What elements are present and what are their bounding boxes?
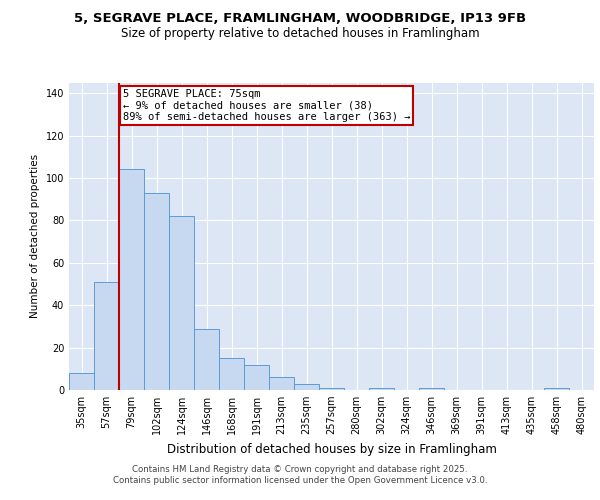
Bar bbox=[144, 193, 169, 390]
Bar bbox=[119, 170, 144, 390]
Y-axis label: Number of detached properties: Number of detached properties bbox=[30, 154, 40, 318]
Bar bbox=[269, 378, 294, 390]
Bar bbox=[219, 358, 244, 390]
Text: Size of property relative to detached houses in Framlingham: Size of property relative to detached ho… bbox=[121, 28, 479, 40]
Bar bbox=[94, 282, 119, 390]
Bar bbox=[194, 328, 219, 390]
Bar bbox=[419, 388, 444, 390]
Bar bbox=[244, 364, 269, 390]
Bar bbox=[69, 373, 94, 390]
Bar bbox=[319, 388, 344, 390]
Text: 5, SEGRAVE PLACE, FRAMLINGHAM, WOODBRIDGE, IP13 9FB: 5, SEGRAVE PLACE, FRAMLINGHAM, WOODBRIDG… bbox=[74, 12, 526, 26]
Text: Contains HM Land Registry data © Crown copyright and database right 2025.: Contains HM Land Registry data © Crown c… bbox=[132, 465, 468, 474]
X-axis label: Distribution of detached houses by size in Framlingham: Distribution of detached houses by size … bbox=[167, 442, 496, 456]
Bar bbox=[369, 388, 394, 390]
Bar bbox=[169, 216, 194, 390]
Bar bbox=[294, 384, 319, 390]
Text: Contains public sector information licensed under the Open Government Licence v3: Contains public sector information licen… bbox=[113, 476, 487, 485]
Text: 5 SEGRAVE PLACE: 75sqm
← 9% of detached houses are smaller (38)
89% of semi-deta: 5 SEGRAVE PLACE: 75sqm ← 9% of detached … bbox=[123, 89, 410, 122]
Bar bbox=[544, 388, 569, 390]
